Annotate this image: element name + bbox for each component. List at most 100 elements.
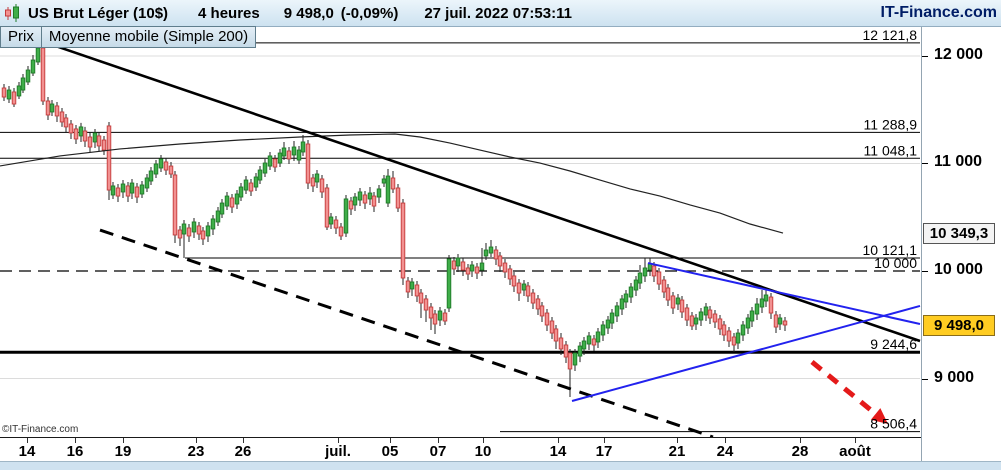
candle <box>745 314 751 335</box>
candle <box>405 277 411 298</box>
price-axis[interactable]: 12 000 11 000 10 000 9 000 10 349,3 9 498,0 <box>921 27 1001 461</box>
candle-body <box>395 187 401 209</box>
indicator-tabs: Prix Moyenne mobile (Simple 200) <box>0 26 257 48</box>
candle <box>49 100 55 116</box>
candle-body <box>300 141 306 153</box>
triangle-resistance-blue[interactable] <box>647 262 921 325</box>
candle <box>581 337 587 355</box>
time-axis-tick <box>243 438 244 443</box>
chart-plot-area[interactable]: 12 121,8 11 288,9 11 048,1 10 121,110 000 9 … <box>0 27 921 437</box>
candle-body <box>428 306 434 319</box>
candle-body <box>168 165 174 175</box>
candle-body <box>707 309 713 319</box>
candle <box>314 170 320 188</box>
candle <box>665 284 671 306</box>
candle-body <box>305 143 311 184</box>
forecast-arrow[interactable] <box>810 360 878 416</box>
candle <box>82 126 88 148</box>
candle <box>488 240 494 258</box>
candle <box>139 181 145 198</box>
candle <box>362 191 368 209</box>
level-label: 11 288,9 <box>864 116 918 132</box>
candle <box>497 251 503 272</box>
candle-body <box>196 225 202 235</box>
candle-body <box>442 312 448 322</box>
candle <box>338 223 344 241</box>
candle <box>595 327 601 348</box>
candle-body <box>754 303 760 315</box>
candle-body <box>96 135 102 147</box>
last-price-marker: 9 498,0 <box>923 314 995 336</box>
candle <box>371 191 377 212</box>
candle-body <box>376 188 382 198</box>
candle <box>432 310 438 335</box>
moving-average-line <box>0 133 784 234</box>
candle-body <box>219 202 225 215</box>
candle-body <box>684 307 690 321</box>
resistance-trendline[interactable] <box>34 37 921 343</box>
candle-body <box>777 317 783 325</box>
candle <box>591 334 597 351</box>
candle-body <box>689 315 695 327</box>
candle <box>110 181 116 199</box>
candle-body <box>731 336 737 346</box>
candle <box>600 321 606 341</box>
candle-body <box>390 177 396 190</box>
candle-body <box>205 225 211 237</box>
candle-body <box>516 282 522 294</box>
support-trendline-dashed[interactable] <box>99 228 714 437</box>
quote-datetime: 27 juil. 2022 07:53:11 <box>424 4 572 22</box>
time-axis[interactable]: 14 16 19 23 26 juil. 05 07 10 14 17 21 24 28 août <box>0 437 921 462</box>
candle <box>267 151 273 171</box>
candle-body <box>277 152 283 164</box>
candle-body <box>488 246 494 254</box>
candle <box>45 97 51 121</box>
candle <box>549 317 555 339</box>
candle <box>390 171 396 194</box>
candle <box>310 174 316 192</box>
candle <box>148 167 154 185</box>
triangle-support-blue[interactable] <box>571 304 921 402</box>
candle <box>120 180 126 198</box>
price-axis-tick <box>922 55 928 57</box>
candle-body <box>134 186 140 198</box>
candle-body <box>600 324 606 336</box>
candle <box>465 264 471 281</box>
candle-body <box>40 47 46 102</box>
time-axis-tick <box>558 438 559 443</box>
tab-moving-average[interactable]: Moyenne mobile (Simple 200) <box>40 26 257 48</box>
candlestick-icon <box>4 3 22 23</box>
candle <box>357 187 363 207</box>
candle-body <box>670 295 676 309</box>
candle <box>754 297 760 321</box>
candle-body <box>267 155 273 167</box>
time-axis-tick <box>390 438 391 443</box>
candle <box>168 161 174 178</box>
candle-body <box>745 317 751 329</box>
candle <box>703 303 709 321</box>
candle <box>129 178 135 199</box>
candle <box>721 321 727 341</box>
candle-body <box>262 162 268 174</box>
candle-body <box>460 261 466 271</box>
candle <box>726 327 732 348</box>
candle <box>343 194 349 238</box>
candle-body <box>703 306 709 316</box>
candle-body <box>191 221 197 233</box>
time-axis-label: 17 <box>595 443 613 460</box>
tab-prix[interactable]: Prix <box>0 26 42 48</box>
candle <box>248 178 254 197</box>
candle <box>633 275 639 296</box>
candle <box>698 307 704 326</box>
candle-body <box>782 320 788 326</box>
time-axis-label: 16 <box>66 443 84 460</box>
candle-body <box>87 136 93 148</box>
candle-body <box>63 117 69 128</box>
candle-body <box>656 271 662 285</box>
candle-body <box>120 183 126 193</box>
candle <box>253 173 259 191</box>
watermark: ©IT-Finance.com <box>2 424 79 435</box>
time-axis-tick <box>196 438 197 443</box>
candle-body <box>493 249 499 260</box>
